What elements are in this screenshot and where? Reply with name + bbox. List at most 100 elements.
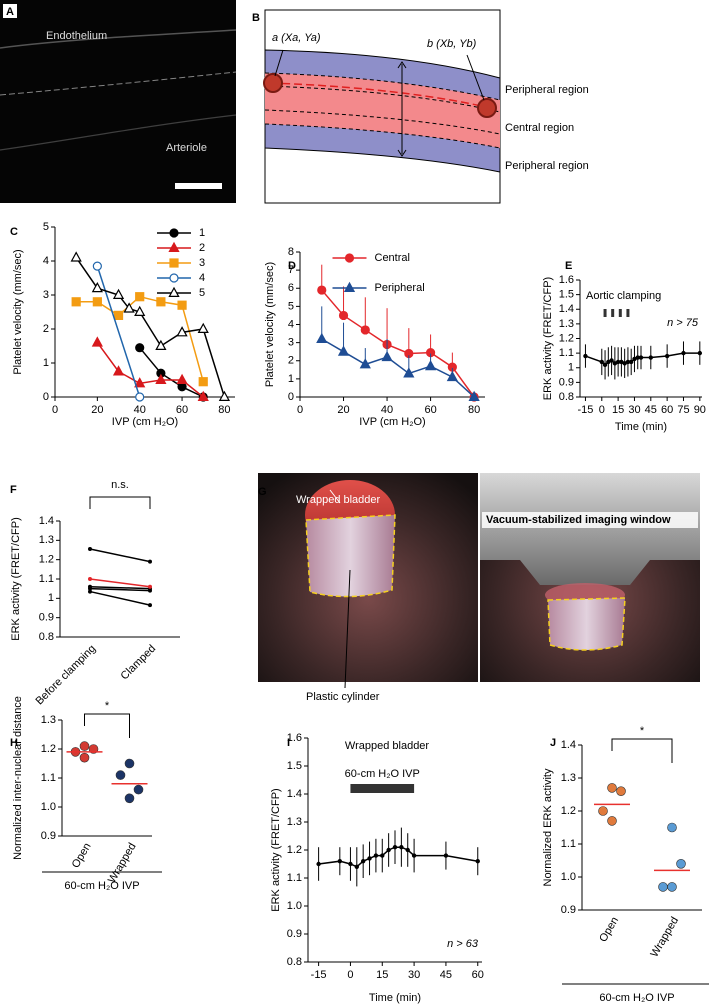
x-tick-label: -15 [311,969,327,981]
y-axis-label: Normalized ERK activity [542,768,554,886]
series-line [89,585,151,590]
legend-label: 4 [199,272,205,284]
data-point [176,326,188,337]
y-tick-label: 1.0 [561,871,576,883]
x-tick-label: 30 [628,404,640,416]
vessel-wall [0,71,237,96]
data-point [112,288,125,299]
data-point [616,786,626,797]
data-point [446,370,458,382]
y-tick-label: 1.1 [559,347,574,359]
y-tick-label: 5 [43,221,49,233]
data-point [70,251,82,262]
y-tick-label: 1.1 [287,872,302,884]
legend-label: 5 [199,287,205,299]
data-point [155,339,167,350]
data-point [583,353,588,359]
significance-bracket [611,738,673,763]
series-line [318,846,478,868]
data-point [148,588,152,593]
y-tick-label: 1.4 [561,739,576,751]
data-point [134,377,146,388]
y-tick-label: 1.5 [287,760,302,772]
event-mark [611,309,615,317]
data-point [360,325,370,335]
data-point [628,359,634,365]
y-tick-label: 0.9 [39,612,54,624]
data-point [667,822,677,833]
data-point [411,853,417,858]
data-point [367,856,372,861]
dashed-line [264,72,501,101]
y-tick-label: 1.2 [559,332,574,344]
data-point [124,793,135,804]
y-tick-label: 0 [288,391,294,403]
panel-g: G Wrapped bladder Vacuum-stabilized imag… [258,473,700,703]
data-point [622,361,627,366]
data-point [348,861,353,867]
y-tick-label: 6 [288,282,294,294]
x-tick-label: 15 [612,404,624,416]
series-line [89,548,151,563]
region-label: Peripheral region [505,160,589,172]
data-point [424,359,437,371]
data-point [177,300,187,310]
series-line [89,578,151,588]
x-axis-label: Time (min) [615,421,667,433]
data-point [468,390,480,401]
y-tick-label: 0.8 [559,391,574,403]
x-tick-label: 60 [176,404,188,416]
y-tick-label: 8 [288,246,294,258]
vessel-wall [0,29,237,49]
data-point [443,853,449,858]
data-point [88,586,92,591]
y-tick-label: 1.3 [39,534,54,546]
significance-label: * [640,725,645,737]
chart-title: Wrapped bladder [345,740,430,752]
legend-marker [169,228,179,238]
data-point [92,297,102,307]
x-tick-label: Wrapped [106,841,139,885]
data-point [316,861,321,867]
y-tick-label: 3 [43,289,49,301]
vessel-wall [0,114,237,151]
data-point [124,758,135,769]
x-tick-label: -15 [577,404,593,416]
data-point [88,547,92,552]
y-tick-label: 2 [288,355,294,367]
legend-label: Peripheral [375,282,425,294]
significance-bracket [89,496,151,509]
y-tick-label: 1 [568,362,574,374]
data-point [115,770,126,780]
scale-bar [175,183,222,189]
significance-bracket [84,713,130,738]
data-point [148,603,152,608]
panel-label: J [550,737,556,749]
legend-label: 1 [199,227,205,239]
point-a [263,73,283,93]
data-point [197,390,209,401]
data-point [176,373,188,384]
event-mark [618,309,622,317]
image-label: Vacuum-stabilized imaging window [486,514,671,526]
y-tick-label: 3 [288,337,294,349]
data-point [354,864,360,870]
data-point [664,353,670,359]
x-tick-label: 60 [424,404,436,416]
x-tick-label: 15 [376,969,388,981]
y-tick-label: 1 [43,357,49,369]
image-label: Plastic cylinder [306,691,380,703]
data-point [609,358,614,363]
y-tick-label: 1.3 [559,318,574,330]
group-label: 60-cm H₂O IVP [599,992,674,1004]
data-point [71,297,81,307]
x-tick-label: 60 [472,969,484,981]
data-point [88,589,92,594]
x-tick-label: Wrapped [649,915,682,959]
data-point [317,285,327,295]
point-label: b (Xb, Yb) [427,38,477,50]
data-point [112,365,125,376]
dashed-line [264,85,501,113]
data-point [197,322,209,333]
data-point [599,359,604,365]
